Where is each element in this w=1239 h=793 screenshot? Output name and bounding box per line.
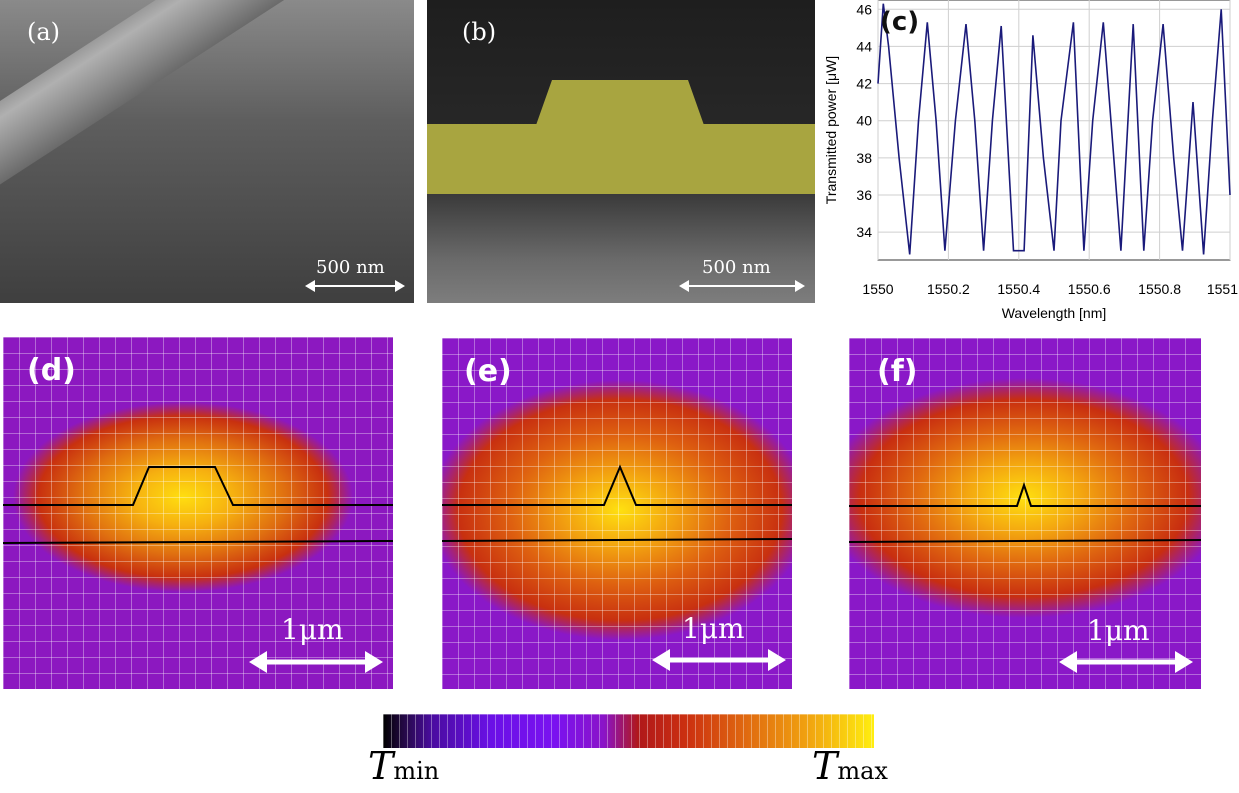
grid-overlay [3, 337, 393, 689]
t-max-sub: max [837, 757, 888, 785]
waveguide-outline-e [442, 464, 792, 671]
y-tick-label: 36 [856, 187, 872, 203]
panel-label-e: (e) [464, 354, 512, 389]
scale-label-d: 1μm [281, 613, 344, 646]
t-max-symbol: T [812, 744, 838, 788]
ridge-layer [535, 80, 705, 128]
plot-area [877, 0, 1231, 261]
panel-label-b: (b) [462, 18, 497, 46]
mode-profile-d: (d) 1μm [3, 337, 393, 689]
mode-profile-e: (e) 1μm [442, 338, 792, 689]
t-min-sub: min [393, 757, 440, 785]
scale-arrow-a [305, 280, 405, 292]
grid-overlay [442, 338, 792, 689]
sem-image-a: (a) 500 nm [0, 0, 414, 303]
grid-overlay [383, 714, 874, 748]
scale-label-a: 500 nm [316, 257, 385, 278]
x-tick-label: 1551 [1207, 281, 1238, 297]
x-tick-label: 1550.4 [997, 281, 1040, 297]
temperature-colorbar [383, 714, 874, 748]
grid-overlay [849, 338, 1201, 689]
x-tick-label: 1550.6 [1068, 281, 1111, 297]
transmission-series [877, 3, 1231, 255]
mode-profile-f: (f) 1μm [849, 338, 1201, 689]
y-tick-label: 44 [856, 38, 872, 54]
panel-label-d: (d) [27, 353, 76, 388]
substrate [427, 194, 815, 303]
panel-label-f: (f) [877, 354, 918, 389]
x-tick-label: 1550.8 [1138, 281, 1181, 297]
scale-label-f: 1μm [1087, 614, 1150, 647]
waveguide-outline-f [849, 481, 1201, 673]
x-axis-label: Wavelength [nm] [1002, 305, 1107, 321]
x-tick-labels: 1550 1550.2 1550.4 1550.6 1550.8 1551 [862, 281, 1238, 297]
y-axis-label: Transmitted power [μW] [823, 56, 839, 204]
waveguide-ridge [0, 0, 414, 199]
colorbar-min-label: Tmin [368, 744, 439, 788]
y-tick-label: 46 [856, 1, 872, 17]
panel-label-a: (a) [27, 18, 61, 46]
t-min-symbol: T [368, 744, 394, 788]
y-tick-label: 40 [856, 113, 872, 129]
x-tick-label: 1550 [862, 281, 893, 297]
y-tick-label: 42 [856, 76, 872, 92]
scale-label-e: 1μm [682, 612, 745, 645]
x-tick-label: 1550.2 [927, 281, 970, 297]
scale-arrow-b [679, 280, 805, 292]
colorbar-max-label: Tmax [812, 744, 888, 788]
slab-layer [427, 124, 815, 194]
y-tick-label: 34 [856, 224, 872, 240]
y-tick-label: 38 [856, 150, 872, 166]
panel-label-c: (c) [880, 7, 919, 37]
y-tick-labels: 34 36 38 40 42 44 46 [856, 1, 872, 240]
sem-image-b: (b) 500 nm [427, 0, 815, 303]
waveguide-outline-d [3, 466, 393, 673]
scale-label-b: 500 nm [702, 257, 771, 278]
